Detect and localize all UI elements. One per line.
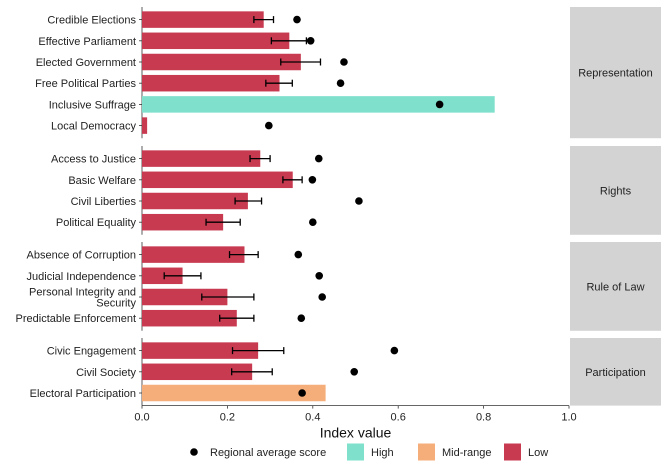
regional-average-point <box>314 154 323 163</box>
category-label: Credible Elections <box>47 15 136 27</box>
legend-item: High <box>347 443 394 461</box>
bar <box>142 53 301 71</box>
bar <box>142 267 183 285</box>
category-label: Civic Engagement <box>47 346 136 358</box>
bar <box>142 363 253 381</box>
regional-average-point <box>297 314 306 323</box>
regional-average-point <box>298 389 306 397</box>
regional-average-point <box>336 79 345 87</box>
bar <box>142 246 245 263</box>
bar <box>142 288 228 306</box>
regional-average-point <box>309 218 317 226</box>
bar <box>142 171 293 189</box>
legend-item: Mid-range <box>418 443 492 461</box>
bar <box>142 192 248 210</box>
x-tick-label: 0.8 <box>476 412 491 424</box>
category-label: Local Democracy <box>51 121 136 133</box>
legend-swatch <box>418 443 435 461</box>
legend: Regional average score High Mid-range Low <box>190 443 548 461</box>
category-label: Absence of Corruption <box>27 250 136 262</box>
x-axis-title: Index value <box>320 425 392 441</box>
legend-item: Low <box>504 443 548 461</box>
facet-strip <box>570 338 661 406</box>
regional-average-point <box>390 346 399 355</box>
legend-label: Low <box>528 447 548 459</box>
x-axis: 0.0 0.2 0.4 0.6 0.8 1.0 <box>134 405 577 424</box>
category-label: Political Equality <box>56 217 137 229</box>
chart-panels: Representation Credible Elections Effectiv… <box>16 7 661 406</box>
category-label: Predictable Enforcement <box>16 313 136 325</box>
category-label: Civil Society <box>76 367 136 379</box>
regional-average-point <box>293 15 301 24</box>
category-label: Electoral Participation <box>30 388 136 400</box>
facet-label: Rule of Law <box>586 281 644 293</box>
x-tick-label: 0.0 <box>134 412 149 424</box>
x-tick-label: 0.6 <box>391 412 406 424</box>
legend-label: Regional average score <box>210 447 326 459</box>
facet-strip <box>570 146 661 235</box>
regional-average-point <box>355 197 363 205</box>
facet-panel: Rule of Law Absence of Corruption Judicial… <box>16 242 661 331</box>
facet-strip <box>570 7 661 139</box>
category-label: Civil Liberties <box>71 196 137 208</box>
category-label: Judicial Independence <box>27 271 136 283</box>
bar <box>142 342 259 359</box>
facet-panel: Participation Civic Engagement Civil Socie… <box>30 338 661 406</box>
bar <box>142 150 261 167</box>
facet-panel: Rights Access to Justice Basic Welfare Civi… <box>51 146 661 235</box>
category-label: Basic Welfare <box>68 175 136 187</box>
category-label: Personal Integrity and Security <box>29 287 137 310</box>
regional-average-point <box>435 100 444 109</box>
bar <box>142 117 148 134</box>
x-tick-label: 1.0 <box>561 412 576 424</box>
x-tick-label: 0.2 <box>220 412 235 424</box>
regional-average-point <box>294 250 303 259</box>
bar <box>142 74 280 92</box>
category-label: Elected Government <box>36 57 136 69</box>
bar <box>142 309 237 327</box>
regional-average-point <box>315 272 324 280</box>
bar <box>142 11 264 28</box>
bar <box>142 96 495 113</box>
facet-panel: Representation Credible Elections Effectiv… <box>35 7 661 139</box>
legend-swatch <box>504 443 521 461</box>
facet-label: Rights <box>600 185 632 197</box>
facet-strip <box>570 242 661 331</box>
facet-label: Representation <box>578 68 653 80</box>
bar <box>142 384 326 402</box>
legend-item: Regional average score <box>190 447 326 459</box>
bar <box>142 213 224 231</box>
facet-label: Participation <box>585 367 646 379</box>
regional-average-point <box>306 37 315 45</box>
x-tick-label: 0.4 <box>305 412 320 424</box>
category-label: Inclusive Suffrage <box>49 99 136 111</box>
category-label: Free Political Parties <box>35 78 136 90</box>
legend-point-key <box>190 448 198 456</box>
category-label: Access to Justice <box>51 154 136 166</box>
category-label: Effective Parliament <box>38 36 136 48</box>
legend-label: Mid-range <box>442 447 492 459</box>
legend-label: High <box>371 447 394 459</box>
regional-average-point <box>318 293 326 301</box>
regional-average-point <box>350 368 359 376</box>
regional-average-point <box>340 58 348 66</box>
bar <box>142 32 290 50</box>
regional-average-point <box>308 176 317 184</box>
regional-average-point <box>265 121 273 130</box>
legend-swatch <box>347 443 364 461</box>
